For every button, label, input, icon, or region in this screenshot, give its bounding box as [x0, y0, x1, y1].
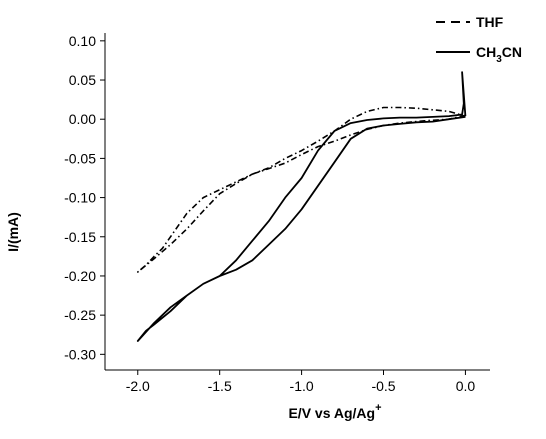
series-ch3cn-line [136, 71, 467, 342]
x-tick-label: -1.0 [290, 378, 314, 394]
y-tick-label: -0.15 [64, 229, 96, 245]
y-tick-label: -0.05 [64, 150, 96, 166]
data-curves [136, 71, 467, 342]
x-axis-title: E/V vs Ag/Ag+ [288, 402, 381, 421]
y-axis-title: I/(mA) [5, 212, 21, 252]
y-tick-label: 0.00 [69, 111, 96, 127]
y-tick-label: -0.30 [64, 346, 96, 362]
x-tick-label: 0.0 [456, 378, 476, 394]
legend-label-thf: THF [476, 14, 504, 30]
y-tick-label: 0.10 [69, 33, 96, 49]
y-tick-label: -0.25 [64, 307, 96, 323]
y-tick-label: 0.05 [69, 72, 96, 88]
legend-label-ch3cn: CH3CN [476, 44, 522, 65]
x-tick-label: -2.0 [126, 378, 150, 394]
x-axis-title-superscript: + [375, 402, 381, 414]
legend: THF CH3CN [436, 14, 522, 65]
axes: 0.10 0.05 0.00 -0.05 -0.10 -0.15 -0.20 -0.25 -0.… [64, 33, 490, 394]
y-tick-label: -0.10 [64, 190, 96, 206]
x-tick-label: -0.5 [371, 378, 395, 394]
y-tick-label: -0.20 [64, 268, 96, 284]
x-axis-title-main: E/V vs Ag/Ag [288, 405, 375, 421]
series-thf-line [137, 106, 466, 273]
x-tick-label: -1.5 [208, 378, 232, 394]
